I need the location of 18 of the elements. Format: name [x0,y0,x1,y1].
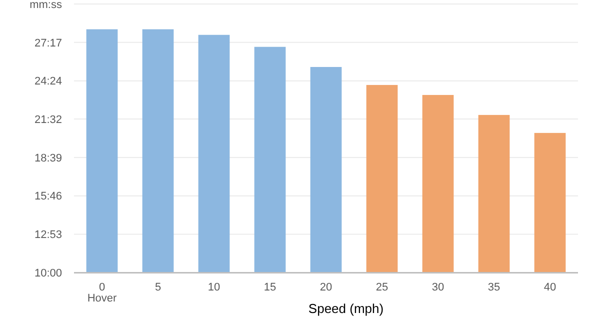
x-tick-label: 20 [320,282,332,294]
x-tick-label: 25 [376,282,388,294]
y-tick-label: 15:46 [34,190,62,203]
y-tick-label: 12:53 [34,229,62,242]
y-tick-label: 18:39 [34,152,62,164]
x-tick-label: 30 [432,282,444,294]
x-tick-label: 0 Hover [87,282,118,305]
x-tick-label: 5 [154,282,162,294]
y-tick-label: 27:17 [34,37,62,50]
y-tick-label: 24:24 [34,76,62,88]
y-tick-label: mm:ss [30,0,62,11]
x-tick-label: 10 [208,282,220,294]
x-tick-label: 35 [488,282,500,294]
y-tick-label: 21:32 [34,114,62,126]
x-tick-label: 40 [544,282,556,294]
x-tick-label: 15 [264,282,276,294]
x-axis-title: Speed (mph) [308,301,384,316]
y-tick-label: 10:00 [34,268,62,280]
